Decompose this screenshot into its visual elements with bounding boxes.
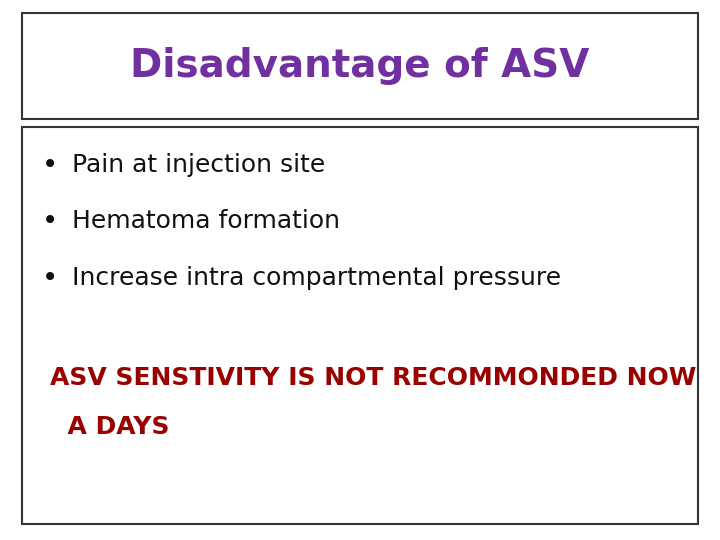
- Text: Increase intra compartmental pressure: Increase intra compartmental pressure: [72, 266, 561, 290]
- Text: Pain at injection site: Pain at injection site: [72, 153, 325, 177]
- Bar: [22, 127, 698, 524]
- Text: •: •: [42, 207, 58, 235]
- Text: A DAYS: A DAYS: [50, 415, 170, 438]
- Text: •: •: [42, 264, 58, 292]
- Text: ASV SENSTIVITY IS NOT RECOMMONDED NOW: ASV SENSTIVITY IS NOT RECOMMONDED NOW: [50, 366, 697, 390]
- Text: •: •: [42, 151, 58, 179]
- Bar: [22, 14, 698, 119]
- Text: Disadvantage of ASV: Disadvantage of ASV: [130, 47, 590, 85]
- Text: Hematoma formation: Hematoma formation: [72, 210, 340, 233]
